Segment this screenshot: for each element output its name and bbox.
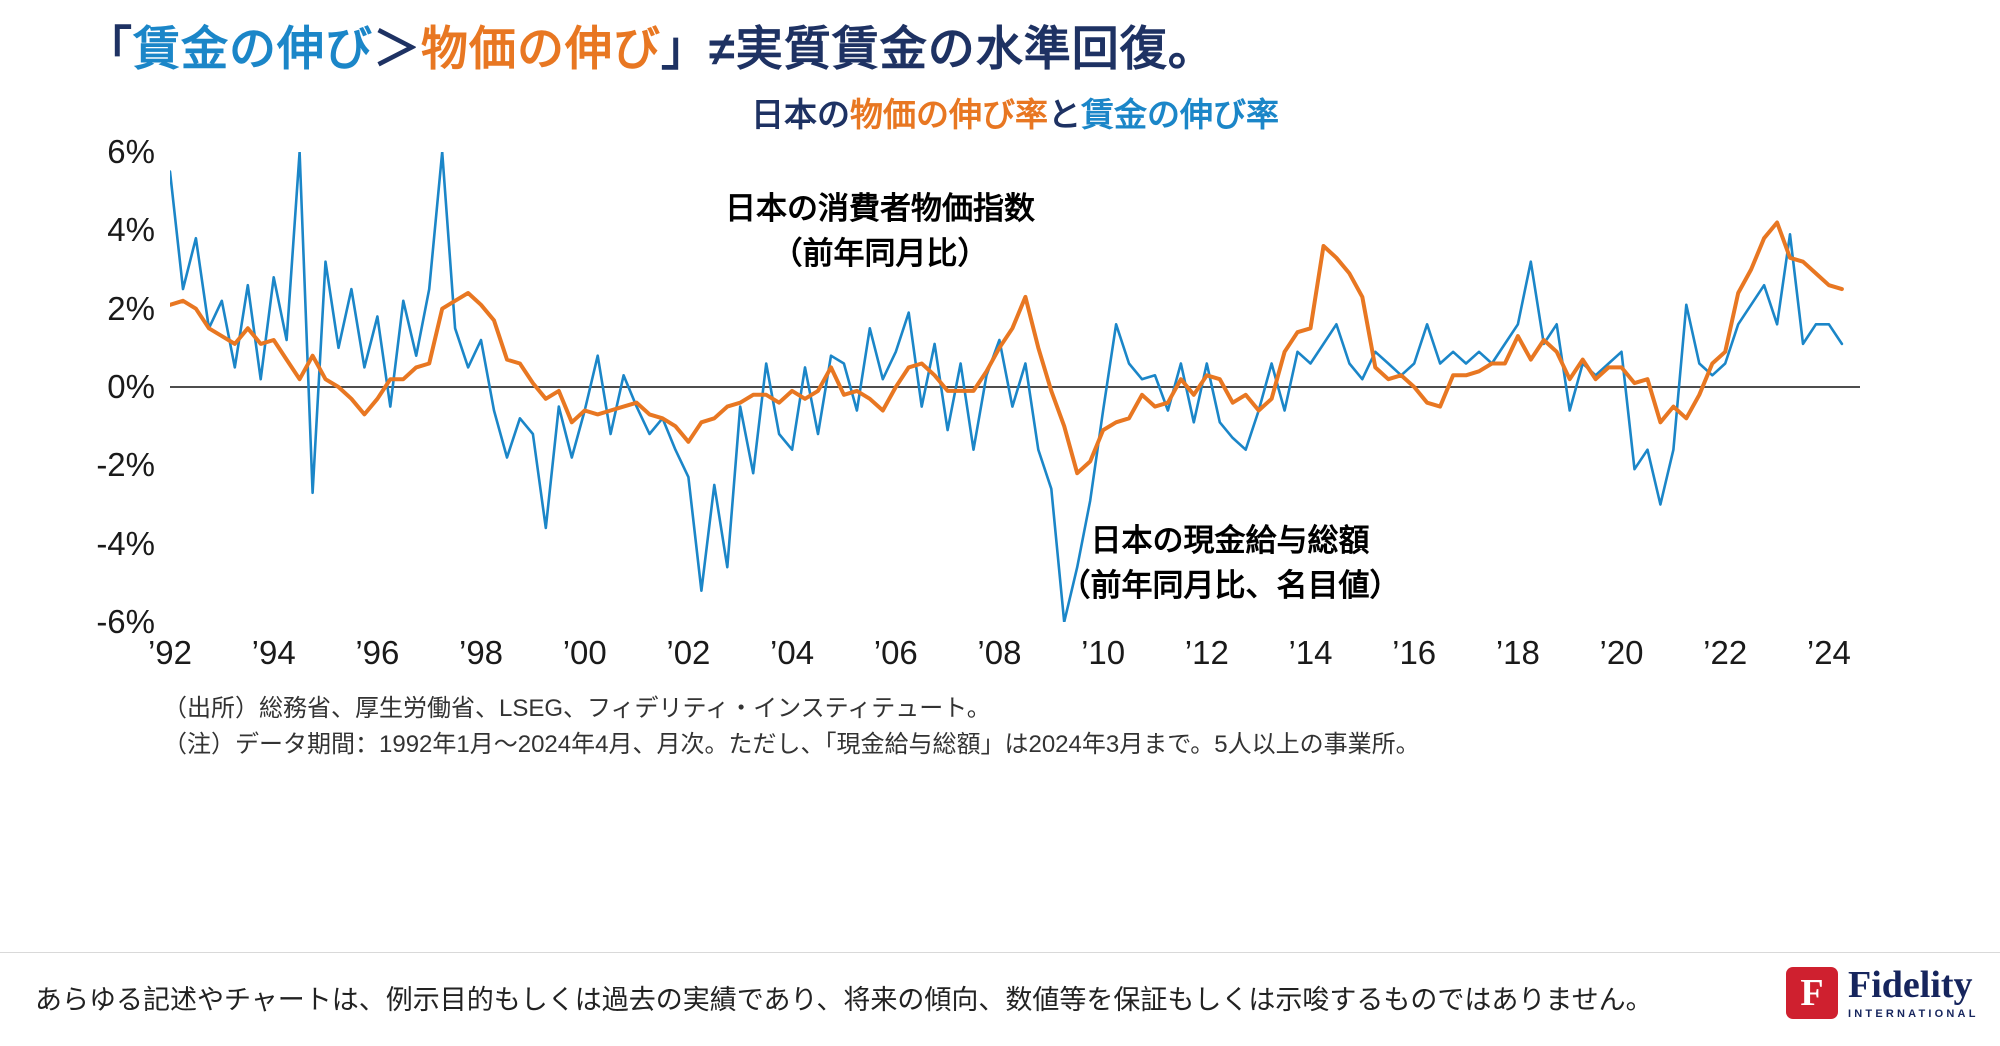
y-tick-label: -2% bbox=[96, 446, 155, 483]
x-tick-label: ’94 bbox=[251, 634, 296, 671]
y-tick-label: -6% bbox=[96, 603, 155, 640]
footnote-note: （注）データ期間：1992年1月～2024年4月、月次。ただし、「現金給与総額」… bbox=[163, 731, 1420, 758]
fidelity-logo-text: Fidelity INTERNATIONAL bbox=[1848, 966, 1979, 1020]
footnotes: （出所）総務省、厚生労働省、LSEG、フィデリティ・インスティテュート。 （注）… bbox=[163, 691, 1420, 763]
fidelity-logo: F Fidelity INTERNATIONAL bbox=[1786, 966, 1979, 1020]
x-tick-label: ’92 bbox=[147, 634, 193, 671]
y-tick-label: 0% bbox=[107, 368, 155, 405]
cpi-series-label: 日本の消費者物価指数 （前年同月比） bbox=[600, 186, 1160, 276]
x-tick-label: ’00 bbox=[562, 634, 607, 671]
title-segment: と bbox=[1048, 96, 1081, 133]
wages-series-label-line2: （前年同月比、名目値） bbox=[1059, 568, 1401, 603]
title-segment: ＞ bbox=[373, 22, 421, 75]
chart-title: 日本の物価の伸び率と賃金の伸び率 bbox=[170, 88, 1860, 136]
title-segment: 」≠実質賃金の水準回復。 bbox=[661, 22, 1216, 75]
cpi-line bbox=[170, 220, 1844, 476]
x-tick-label: ’14 bbox=[1288, 634, 1333, 671]
x-tick-label: ’98 bbox=[459, 634, 504, 671]
footer-divider bbox=[0, 952, 2000, 953]
page-title: 「賃金の伸び＞物価の伸び」≠実質賃金の水準回復。 bbox=[85, 10, 1216, 79]
cpi-series-label-line2: （前年同月比） bbox=[771, 236, 989, 271]
x-tick-label: ’18 bbox=[1495, 634, 1540, 671]
title-segment: 物価の伸び bbox=[421, 22, 661, 75]
x-tick-label: ’22 bbox=[1703, 634, 1748, 671]
title-segment: 物価の伸び率 bbox=[850, 96, 1048, 133]
wages-series-label-line1: 日本の現金給与総額 bbox=[1090, 523, 1370, 558]
x-axis-labels: ’92 ’94 ’96 ’98 ’00 ’02 ’04 ’06 ’08 ’10 ’12 ’14 ’16 ’… bbox=[0, 634, 2000, 684]
x-tick-label: ’96 bbox=[355, 634, 400, 671]
x-tick-label: ’02 bbox=[666, 634, 711, 671]
y-tick-label: 6% bbox=[107, 133, 155, 170]
y-tick-label: 2% bbox=[107, 290, 155, 327]
x-tick-label: ’04 bbox=[770, 634, 815, 671]
y-tick-label: 4% bbox=[107, 211, 155, 248]
title-segment: 賃金の伸び bbox=[133, 22, 373, 75]
footnote-source: （出所）総務省、厚生労働省、LSEG、フィデリティ・インスティテュート。 bbox=[163, 695, 991, 722]
title-segment: 日本の bbox=[751, 96, 850, 133]
x-tick-label: ’24 bbox=[1806, 634, 1851, 671]
fidelity-logo-subtitle: INTERNATIONAL bbox=[1848, 1008, 1979, 1020]
y-tick-label: -4% bbox=[96, 525, 155, 562]
x-tick-label: ’10 bbox=[1081, 634, 1126, 671]
fidelity-logo-mark-icon: F bbox=[1786, 967, 1838, 1019]
line-chart bbox=[170, 152, 1860, 622]
title-segment: 「 bbox=[85, 22, 133, 75]
x-tick-label: ’20 bbox=[1599, 634, 1644, 671]
cpi-series-label-line1: 日本の消費者物価指数 bbox=[725, 191, 1035, 226]
title-segment: 賃金の伸び率 bbox=[1081, 96, 1279, 133]
wages-series-label: 日本の現金給与総額 （前年同月比、名目値） bbox=[960, 518, 1500, 608]
disclaimer-text: あらゆる記述やチャートは、例示目的もしくは過去の実績であり、将来の傾向、数値等を… bbox=[35, 985, 1653, 1015]
x-tick-label: ’08 bbox=[977, 634, 1022, 671]
fidelity-logo-name: Fidelity bbox=[1848, 964, 1973, 1006]
x-tick-label: ’06 bbox=[873, 634, 918, 671]
x-tick-label: ’12 bbox=[1184, 634, 1229, 671]
x-tick-label: ’16 bbox=[1392, 634, 1437, 671]
